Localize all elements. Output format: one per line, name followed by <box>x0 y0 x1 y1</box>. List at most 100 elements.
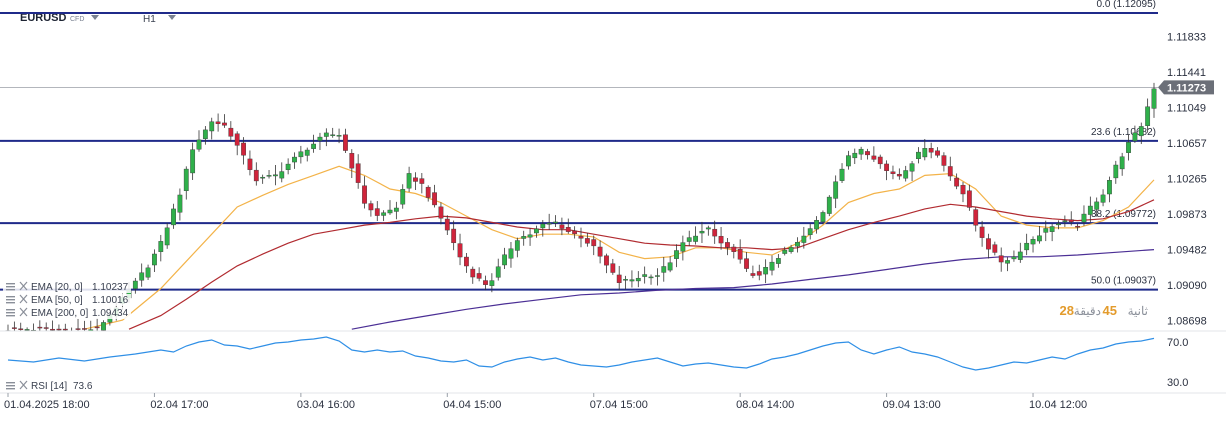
bear-candle <box>737 249 743 260</box>
bull-candle <box>495 266 501 278</box>
rsi-settings-icon[interactable] <box>6 382 15 390</box>
bear-candle <box>616 274 622 283</box>
bear-candle <box>476 273 482 279</box>
bear-candle <box>597 246 603 257</box>
bear-candle <box>483 280 488 285</box>
chart-header[interactable]: EURUSD CFD H1 <box>20 12 176 25</box>
bear-candle <box>572 230 578 235</box>
bull-candle <box>298 151 304 158</box>
time-tick-label: 01.04.2025 18:00 <box>4 399 90 411</box>
bull-candle <box>655 275 660 277</box>
bull-candle <box>1024 242 1030 251</box>
bull-candle <box>540 223 546 229</box>
indicator-legend-label: EMA [20, 0] <box>31 282 83 293</box>
indicator-legend-value: 1.10237 <box>92 282 129 293</box>
bear-candle <box>215 121 221 124</box>
bull-candle <box>1087 205 1093 215</box>
bear-candle <box>11 327 17 329</box>
bull-candle <box>1005 260 1010 264</box>
bull-candle <box>699 230 705 234</box>
indicator-legend-label: EMA [200, 0] <box>31 308 88 319</box>
bull-candle <box>1049 226 1055 232</box>
bull-candle <box>1132 132 1138 142</box>
bear-candle <box>37 326 43 329</box>
bull-candle <box>177 194 183 213</box>
bull-candle <box>311 143 316 149</box>
bull-candle <box>846 155 851 167</box>
bear-candle <box>935 150 940 156</box>
bear-candle <box>973 209 979 226</box>
bull-candle <box>1145 106 1151 126</box>
rsi-remove-icon[interactable] <box>19 380 28 390</box>
bull-candle <box>158 241 164 252</box>
price-axis[interactable]: 1.11833 1.11441 1.11049 1.10657 1.10265 1.098… <box>1158 32 1214 328</box>
ema20-line <box>84 165 1155 330</box>
bull-candle <box>1113 164 1119 179</box>
price-pane[interactable]: 0.0 (1.12095) 23.6 (1.10682) 38.2 (1.09772… <box>0 0 1158 341</box>
timeframe-dropdown-caret-icon[interactable] <box>168 15 176 20</box>
price-tick-label: 1.11833 <box>1167 32 1206 44</box>
fib-level-label: 0.0 (1.12095) <box>1097 0 1157 10</box>
fib-level-label: 23.6 (1.10682) <box>1091 127 1156 138</box>
indicator-remove-icon[interactable] <box>19 281 28 291</box>
time-tick-label: 04.04 15:00 <box>443 399 501 411</box>
bull-candle <box>1081 213 1087 223</box>
bull-candle <box>1126 142 1131 153</box>
indicator-legend-value: 1.09434 <box>92 308 129 319</box>
indicator-remove-icon[interactable] <box>19 307 28 317</box>
symbol-dropdown-caret-icon[interactable] <box>91 15 99 20</box>
bull-candle <box>527 234 533 238</box>
bear-candle <box>712 228 718 237</box>
bull-candle <box>680 242 686 252</box>
bull-candle <box>1011 256 1017 260</box>
bull-candle <box>826 196 832 214</box>
bull-candle <box>330 134 336 136</box>
indicator-remove-icon[interactable] <box>19 294 28 304</box>
ema50-line <box>128 199 1155 330</box>
indicator-settings-icon[interactable] <box>6 309 15 317</box>
bull-candle <box>546 223 552 225</box>
bull-candle <box>1043 228 1049 233</box>
time-tick-label: 02.04 17:00 <box>150 399 208 411</box>
bull-candle <box>393 207 399 212</box>
countdown-seconds-unit: ثانية <box>1128 304 1148 318</box>
timeframe-label: H1 <box>143 14 156 25</box>
indicator-legend-bg <box>3 307 131 319</box>
bull-candle <box>400 189 406 205</box>
bull-candle <box>763 267 769 275</box>
bull-candle <box>1151 88 1157 109</box>
bull-candle <box>260 176 266 179</box>
bear-candle <box>884 163 890 171</box>
price-tick-label: 1.11441 <box>1167 67 1206 79</box>
bear-candle <box>81 328 87 330</box>
time-axis[interactable]: 01.04.2025 18:00 02.04 17:00 03.04 16:00 04… <box>4 393 1087 411</box>
bull-candle <box>171 208 176 226</box>
price-tick-label: 1.10657 <box>1167 138 1207 150</box>
bear-candle <box>1075 225 1081 228</box>
indicator-settings-icon[interactable] <box>6 296 15 304</box>
bear-candle <box>241 142 246 156</box>
bull-candle <box>903 170 909 179</box>
bull-candle <box>209 121 215 132</box>
countdown-seconds: 45 <box>1103 303 1117 318</box>
fibonacci-levels: 0.0 (1.12095) 23.6 (1.10682) 38.2 (1.09772… <box>0 0 1158 291</box>
bear-candle <box>954 177 960 187</box>
bull-candle <box>693 235 699 242</box>
countdown-minutes: 28 <box>1060 303 1074 318</box>
bear-candle <box>18 328 24 330</box>
price-tick-label: 1.09873 <box>1167 209 1207 221</box>
bear-candle <box>457 243 463 258</box>
bear-candle <box>865 151 870 156</box>
bull-candle <box>145 267 151 278</box>
rsi-pane[interactable]: RSI [14] 73.6 70.0 30.0 <box>6 336 1188 392</box>
bull-candle <box>508 248 514 259</box>
current-price-label: 1.11273 <box>1167 82 1206 94</box>
bull-candle <box>1119 156 1125 170</box>
bull-candle <box>1062 220 1068 222</box>
bear-candle <box>432 192 437 206</box>
indicator-settings-icon[interactable] <box>6 283 15 291</box>
bull-candle <box>814 220 819 230</box>
time-tick-label: 10.04 12:00 <box>1029 399 1087 411</box>
